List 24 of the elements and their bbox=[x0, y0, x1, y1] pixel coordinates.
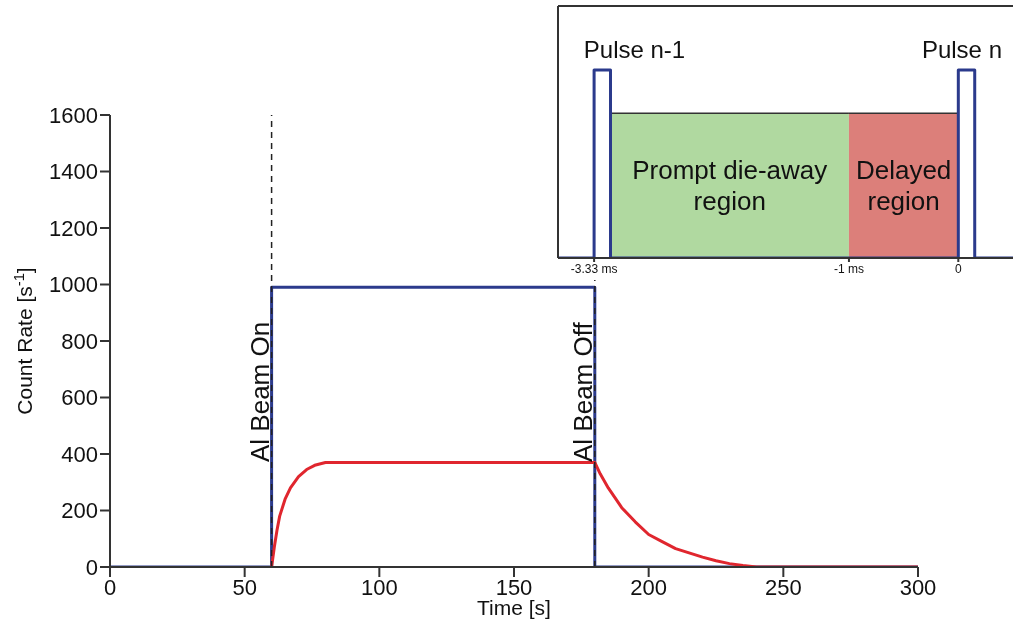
x-tick-label: -1 ms bbox=[833, 261, 864, 276]
y-tick-label: 0 bbox=[85, 554, 98, 580]
x-tick-label: 300 bbox=[899, 574, 937, 600]
annotation: Pulse n-1 bbox=[583, 35, 686, 63]
x-tick-label: 250 bbox=[764, 574, 802, 600]
x-tick-label: 100 bbox=[360, 574, 398, 600]
x-tick-label: 200 bbox=[630, 574, 668, 600]
y-tick-label: 1400 bbox=[49, 159, 98, 185]
x-tick-label: 0 bbox=[954, 261, 962, 276]
y-tick-label: 600 bbox=[61, 385, 98, 411]
x-tick-label: -3.33 ms bbox=[570, 261, 618, 276]
series-label: Prompt die-away region bbox=[632, 155, 828, 217]
ref-line-label: Al Beam Off bbox=[567, 321, 598, 462]
ref-line-label: Al Beam On bbox=[244, 321, 275, 462]
y-tick-label: 200 bbox=[61, 498, 98, 524]
annotation: Pulse n bbox=[921, 35, 1002, 63]
x-tick-label: 50 bbox=[232, 574, 257, 600]
y-tick-label: 400 bbox=[61, 441, 98, 467]
y-tick-label: 1000 bbox=[49, 272, 98, 298]
y-tick-label: 1200 bbox=[49, 215, 98, 241]
x-tick-label: 0 bbox=[103, 574, 117, 600]
series-label: Delayed region bbox=[855, 155, 952, 217]
y-tick-label: 800 bbox=[61, 328, 98, 354]
y-tick-label: 1600 bbox=[49, 102, 98, 128]
